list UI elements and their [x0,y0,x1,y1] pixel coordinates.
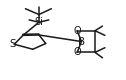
Text: O: O [73,26,81,36]
Text: O: O [73,47,81,57]
Text: Si: Si [35,17,43,27]
Text: B: B [78,37,85,47]
Text: S: S [10,39,16,49]
